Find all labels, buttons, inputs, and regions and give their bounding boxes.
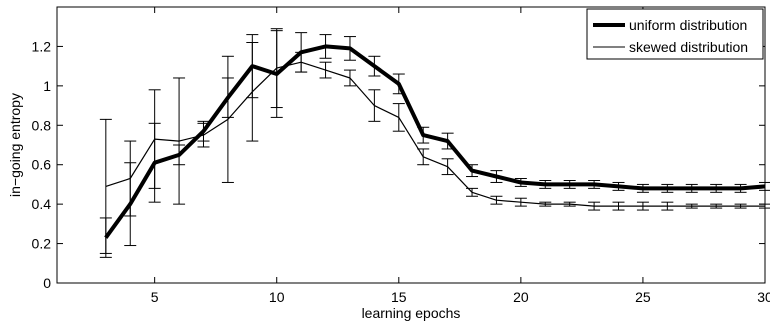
legend: uniform distribution skewed distribution xyxy=(586,8,764,60)
error-bars-layer xyxy=(99,28,770,258)
tick-labels-layer: 5 10 15 20 25 30 0 0.2 0.4 0.6 0.8 1 1.2 xyxy=(32,38,770,305)
x-axis-title: learning epochs xyxy=(362,305,461,321)
y-tick-label: 0.6 xyxy=(32,157,52,173)
x-tick-label: 25 xyxy=(635,289,651,305)
x-tick-label: 30 xyxy=(757,289,770,305)
legend-label-uniform-distribution: uniform distribution xyxy=(629,17,747,33)
series-line-skewed-distribution xyxy=(105,61,765,207)
x-tick-label: 15 xyxy=(391,289,407,305)
x-tick-label: 20 xyxy=(513,289,529,305)
y-axis-title: in−going entropy xyxy=(7,93,23,197)
y-tick-label: 1 xyxy=(43,78,51,94)
y-tick-label: 1.2 xyxy=(32,38,52,54)
series-line-uniform-distribution xyxy=(104,44,766,239)
legend-box xyxy=(586,8,764,60)
y-tick-label: 0.8 xyxy=(32,117,52,133)
legend-label-skewed-distribution: skewed distribution xyxy=(629,39,748,55)
series-lines-layer xyxy=(104,44,766,239)
plot-frame xyxy=(56,6,766,284)
x-tick-label: 10 xyxy=(269,289,285,305)
x-tick-label: 5 xyxy=(151,289,159,305)
y-tick-label: 0.4 xyxy=(32,196,52,212)
y-tick-label: 0.2 xyxy=(32,236,52,252)
y-tick-label: 0 xyxy=(43,275,51,291)
